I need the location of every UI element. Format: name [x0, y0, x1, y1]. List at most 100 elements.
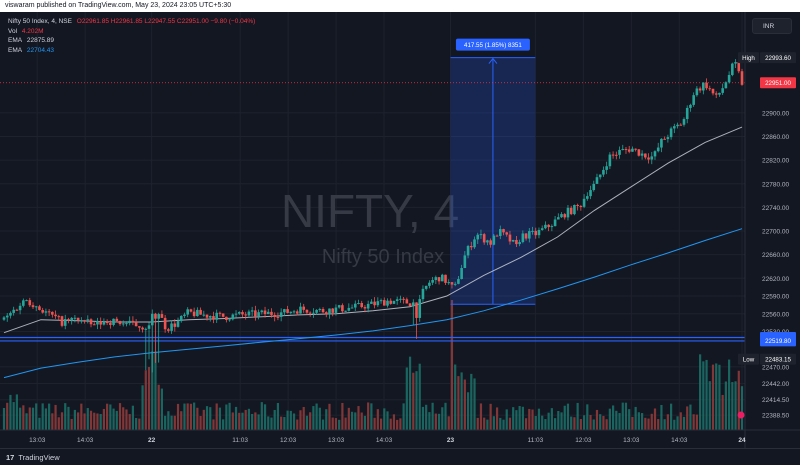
candle-body	[644, 153, 647, 158]
candle-body	[279, 312, 283, 317]
volume-bar	[576, 402, 579, 430]
legend-ema1-row: EMA 22875.89	[8, 36, 255, 46]
chart-panel[interactable]: NIFTY, 4 Nifty 50 Index 417.55 (1.85%) 835…	[0, 12, 800, 448]
volume-bar	[28, 407, 31, 430]
volume-bar	[463, 379, 466, 430]
price-chart[interactable]: NIFTY, 4 Nifty 50 Index 417.55 (1.85%) 835…	[0, 12, 800, 448]
volume-bar	[77, 412, 80, 430]
volume-bar	[618, 413, 621, 430]
watermark-symbol: NIFTY, 4	[281, 185, 459, 237]
volume-bar	[573, 417, 576, 430]
volume-bar	[244, 409, 247, 430]
volume-bar	[608, 408, 611, 430]
candle-body	[731, 63, 734, 75]
legend-ema2-row: EMA 22704.43	[8, 46, 255, 56]
candle-body	[215, 312, 218, 320]
candle-body	[128, 320, 131, 324]
time-tick-label: 12:03	[575, 437, 592, 444]
volume-bar	[650, 413, 653, 430]
volume-bar	[67, 406, 70, 430]
candle-body	[611, 154, 615, 156]
candle-body	[682, 119, 686, 125]
candle-body	[92, 324, 96, 326]
volume-bar	[347, 407, 350, 430]
candle-body	[176, 321, 180, 327]
volume-bar	[38, 417, 41, 430]
volume-bar	[138, 418, 141, 430]
legend-ema2-label[interactable]: EMA	[8, 46, 23, 54]
price-marker-tag	[738, 52, 759, 64]
volume-bar	[431, 402, 434, 430]
candle-body	[321, 309, 325, 313]
volume-bar	[280, 416, 283, 430]
currency-button[interactable]: INR	[752, 18, 792, 34]
candle-body	[389, 300, 393, 304]
candle-body	[234, 313, 238, 315]
tradingview-brand[interactable]: 17 TradingView	[6, 452, 60, 463]
legend-volume-value: 4.202M	[21, 27, 44, 35]
candle-body	[521, 233, 525, 243]
volume-bar	[499, 417, 502, 430]
legend-volume-label[interactable]: Vol	[8, 27, 18, 35]
volume-bar	[60, 412, 64, 430]
candle-body	[569, 207, 573, 215]
volume-bar	[141, 385, 144, 430]
price-tick-label: 22388.50	[762, 413, 789, 420]
candle-body	[653, 151, 657, 157]
volume-bar	[299, 410, 302, 430]
price-marker: Low 22483.15	[738, 353, 796, 365]
volume-bar	[6, 402, 9, 430]
candle-body	[189, 309, 193, 312]
legend-symbol[interactable]: Nifty 50 Index, 4, NSE	[8, 18, 72, 25]
volume-bar	[231, 412, 234, 430]
volume-bar	[728, 359, 731, 430]
volume-bar	[93, 412, 96, 430]
candle-body	[22, 300, 25, 306]
volume-bar	[592, 419, 595, 430]
candle-body	[131, 320, 135, 323]
price-marker-box	[760, 77, 796, 89]
volume-bar	[460, 372, 463, 430]
candle-body	[173, 323, 177, 327]
volume-bar	[51, 413, 54, 430]
volume-bar	[547, 412, 550, 430]
candle-body	[586, 196, 589, 199]
candle-body	[202, 314, 206, 316]
price-marker-value: 22993.60	[765, 55, 791, 62]
volume-bar	[357, 406, 360, 430]
volume-bar	[512, 407, 515, 430]
volume-bar	[502, 419, 505, 430]
volume-bar	[86, 408, 89, 430]
candle-body	[415, 302, 418, 318]
volume-bar	[196, 407, 199, 430]
volume-bar	[292, 413, 296, 430]
volume-bar	[524, 418, 528, 430]
candle-body	[286, 309, 289, 313]
candle-body	[183, 314, 186, 316]
candle-body	[560, 214, 563, 218]
time-tick-label: 13:03	[29, 437, 46, 444]
volume-bar	[544, 419, 547, 430]
price-tick-label: 22470.00	[762, 364, 789, 371]
volume-bar	[318, 407, 321, 430]
volume-bar	[528, 408, 531, 430]
volume-bar	[708, 381, 711, 430]
price-axis: 22900.00 22860.00 22820.00 22780.00 22740.00…	[738, 12, 796, 448]
volume-bar	[679, 412, 682, 430]
volume-bar	[425, 404, 428, 430]
candle-body	[502, 229, 505, 233]
candle-body	[34, 306, 38, 308]
volume-bar	[534, 415, 537, 430]
replay-icon	[737, 411, 745, 419]
volume-bar	[370, 403, 373, 430]
volume-bar	[663, 419, 666, 430]
candle-body	[418, 299, 422, 318]
volume-bar	[328, 403, 331, 430]
volume-bar	[563, 405, 566, 430]
volume-bar	[360, 412, 363, 430]
volume-bar	[570, 416, 573, 430]
volume-bar	[670, 403, 673, 430]
candle-body	[196, 309, 199, 317]
legend-ema1-label[interactable]: EMA	[8, 37, 23, 44]
